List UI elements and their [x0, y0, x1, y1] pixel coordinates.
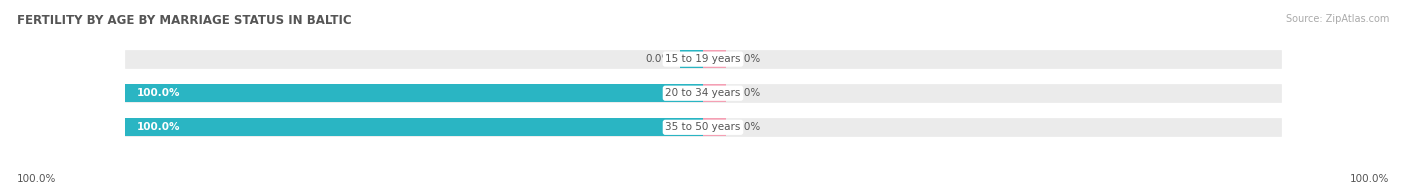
- Bar: [681, 50, 703, 68]
- Text: 20 to 34 years: 20 to 34 years: [665, 88, 741, 98]
- Text: 15 to 19 years: 15 to 19 years: [665, 54, 741, 64]
- Bar: [125, 84, 703, 102]
- Text: FERTILITY BY AGE BY MARRIAGE STATUS IN BALTIC: FERTILITY BY AGE BY MARRIAGE STATUS IN B…: [17, 14, 352, 27]
- Bar: [125, 50, 703, 68]
- Bar: [703, 118, 725, 136]
- Text: 0.0%: 0.0%: [735, 54, 761, 64]
- Bar: [125, 84, 703, 102]
- Text: 0.0%: 0.0%: [735, 88, 761, 98]
- Text: Source: ZipAtlas.com: Source: ZipAtlas.com: [1285, 14, 1389, 24]
- Text: 0.0%: 0.0%: [645, 54, 671, 64]
- Bar: [703, 118, 1281, 136]
- Bar: [703, 50, 725, 68]
- Bar: [125, 118, 703, 136]
- Text: 100.0%: 100.0%: [136, 122, 180, 132]
- Text: 100.0%: 100.0%: [136, 88, 180, 98]
- Bar: [703, 50, 1281, 68]
- Text: 0.0%: 0.0%: [735, 122, 761, 132]
- Bar: [703, 84, 1281, 102]
- Text: 35 to 50 years: 35 to 50 years: [665, 122, 741, 132]
- Text: 100.0%: 100.0%: [17, 174, 56, 184]
- Text: 100.0%: 100.0%: [1350, 174, 1389, 184]
- Bar: [125, 118, 703, 136]
- Bar: [703, 84, 725, 102]
